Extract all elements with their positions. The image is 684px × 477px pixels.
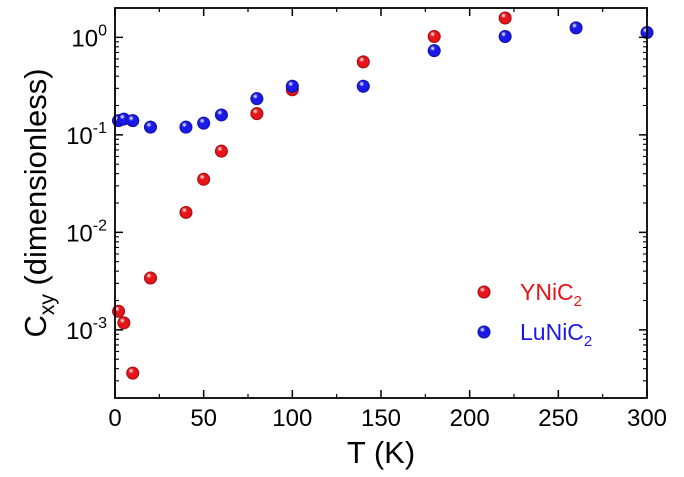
- data-point: [197, 116, 211, 130]
- data-point: [285, 79, 299, 93]
- x-tick-label: 50: [190, 405, 217, 432]
- data-point: [250, 107, 264, 121]
- data-point: [143, 271, 157, 285]
- y-tick-label: 10-2: [66, 217, 107, 247]
- data-point: [250, 92, 264, 106]
- legend-entry: YNiC2: [477, 279, 582, 310]
- data-point: [117, 316, 131, 330]
- data-point: [214, 144, 228, 158]
- y-tick-label: 10-1: [66, 120, 107, 150]
- data-point: [112, 304, 126, 318]
- data-point: [356, 79, 370, 93]
- data-point: [179, 205, 193, 219]
- y-axis-label: Cxy (dimensionless): [18, 68, 59, 337]
- data-point: [126, 114, 140, 128]
- legend: YNiC2 LuNiC2: [477, 279, 592, 350]
- legend-label: LuNiC2: [520, 319, 592, 350]
- y-tick-label: 100: [71, 22, 107, 52]
- x-tick-label: 100: [272, 405, 312, 432]
- data-point: [498, 11, 512, 25]
- x-tick-label: 150: [361, 405, 401, 432]
- legend-label: YNiC2: [520, 279, 582, 310]
- x-tick-label: 200: [450, 405, 490, 432]
- data-point: [214, 108, 228, 122]
- data-point: [143, 120, 157, 134]
- data-point: [356, 55, 370, 69]
- x-tick-label: 300: [627, 405, 667, 432]
- data-point: [179, 120, 193, 134]
- x-axis-label: T (K): [347, 435, 415, 470]
- data-point: [427, 44, 441, 58]
- data-point: [569, 21, 583, 35]
- data-point: [427, 30, 441, 44]
- x-tick-label: 250: [538, 405, 578, 432]
- data-point: [197, 172, 211, 186]
- y-tick-label: 10-3: [66, 315, 107, 345]
- x-tick-label: 0: [108, 405, 121, 432]
- legend-entry: LuNiC2: [477, 319, 592, 350]
- data-point: [498, 30, 512, 44]
- data-point: [126, 366, 140, 380]
